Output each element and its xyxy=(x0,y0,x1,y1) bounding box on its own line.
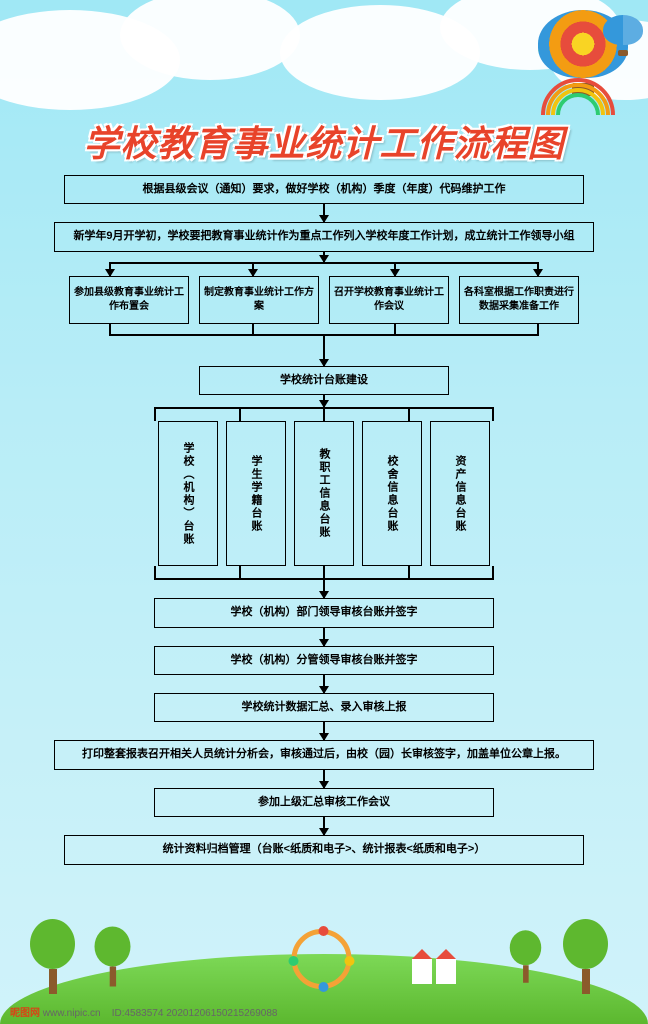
arrow-icon xyxy=(323,336,325,366)
flow-node-6: 学校统计数据汇总、录入审核上报 xyxy=(154,693,494,722)
flow-node-r4-0: 参加县级教育事业统计工作布置会 xyxy=(69,276,189,324)
flow-node-8: 参加上级汇总审核工作会议 xyxy=(154,788,494,817)
flowchart-container: 根据县级会议（通知）要求，做好学校（机构）季度（年度）代码维护工作 新学年9月开… xyxy=(44,175,604,865)
parallel-row-5: 学校（机构）台账 学生学籍台账 教职工信息台账 校舍信息台账 资产信息台账 xyxy=(114,421,534,566)
arrow-icon xyxy=(323,722,325,740)
flow-node-r5-1: 学生学籍台账 xyxy=(226,421,286,566)
multi-connector xyxy=(109,264,539,276)
multi-connector xyxy=(154,409,494,421)
flow-node-r4-2: 召开学校教育事业统计工作会议 xyxy=(329,276,449,324)
flow-node-r4-1: 制定教育事业统计工作方案 xyxy=(199,276,319,324)
houses-icon xyxy=(410,959,458,989)
page-title: 学校教育事业统计工作流程图 xyxy=(0,115,648,167)
arrow-icon xyxy=(323,675,325,693)
flow-node-1: 根据县级会议（通知）要求，做好学校（机构）季度（年度）代码维护工作 xyxy=(64,175,584,204)
tree-icon xyxy=(563,919,608,994)
flow-node-4: 学校（机构）部门领导审核台账并签字 xyxy=(154,598,494,627)
tree-icon xyxy=(95,927,131,987)
flow-node-r5-2: 教职工信息台账 xyxy=(294,421,354,566)
small-balloon-icon xyxy=(603,15,643,55)
flow-node-r5-3: 校舍信息台账 xyxy=(362,421,422,566)
multi-connector xyxy=(109,324,539,334)
connector xyxy=(323,395,325,407)
flow-node-5: 学校（机构）分管领导审核台账并签字 xyxy=(154,646,494,675)
tree-icon xyxy=(30,919,75,994)
flow-node-r4-3: 各科室根据工作职责进行数据采集准备工作 xyxy=(459,276,579,324)
parallel-row-4: 参加县级教育事业统计工作布置会 制定教育事业统计工作方案 召开学校教育事业统计工… xyxy=(69,276,579,324)
flow-node-2: 新学年9月开学初，学校要把教育事业统计作为重点工作列入学校年度工作计划，成立统计… xyxy=(54,222,594,251)
watermark-brand: 昵图网 xyxy=(10,1008,40,1019)
ferris-wheel-icon xyxy=(292,929,357,994)
arrow-icon xyxy=(323,628,325,646)
flow-node-3: 学校统计台账建设 xyxy=(199,366,449,395)
arrow-icon xyxy=(323,770,325,788)
multi-connector xyxy=(154,566,494,578)
connector xyxy=(323,252,325,262)
watermark-url: www.nipic.cn xyxy=(43,1008,101,1019)
flow-node-r5-4: 资产信息台账 xyxy=(430,421,490,566)
split-line xyxy=(109,262,539,264)
arrow-icon xyxy=(323,817,325,835)
watermark: 昵图网 www.nipic.cn ID:4583574 202012061502… xyxy=(10,1004,277,1019)
arrow-icon xyxy=(323,204,325,222)
arrow-icon xyxy=(323,580,325,598)
tree-icon xyxy=(510,930,542,983)
flow-node-7: 打印整套报表召开相关人员统计分析会，审核通过后，由校（园）长审核签字，加盖单位公… xyxy=(54,740,594,769)
flow-node-r5-0: 学校（机构）台账 xyxy=(158,421,218,566)
flow-node-9: 统计资料归档管理（台账<纸质和电子>、统计报表<纸质和电子>） xyxy=(64,835,584,864)
watermark-id: ID:4583574 20201206150215269088 xyxy=(112,1008,278,1019)
rainbow-icon xyxy=(538,75,618,115)
